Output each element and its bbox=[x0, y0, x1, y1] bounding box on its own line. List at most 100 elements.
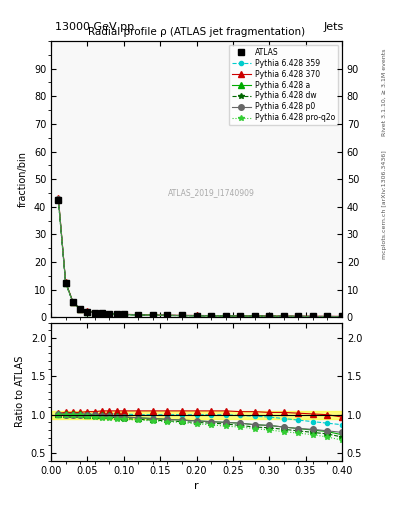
Pythia 6.428 a bbox=[296, 313, 301, 319]
Pythia 6.428 pro-q2o bbox=[325, 313, 330, 319]
Pythia 6.428 370 bbox=[180, 312, 184, 318]
Pythia 6.428 dw bbox=[151, 312, 155, 318]
Y-axis label: fraction/bin: fraction/bin bbox=[18, 151, 28, 207]
Pythia 6.428 370 bbox=[325, 313, 330, 319]
Pythia 6.428 p0 bbox=[296, 313, 301, 319]
Pythia 6.428 370 bbox=[136, 312, 141, 318]
Pythia 6.428 dw bbox=[63, 280, 68, 286]
Pythia 6.428 a bbox=[121, 311, 126, 317]
Pythia 6.428 pro-q2o bbox=[136, 312, 141, 318]
Line: Pythia 6.428 p0: Pythia 6.428 p0 bbox=[55, 196, 345, 319]
Pythia 6.428 359 bbox=[238, 313, 242, 319]
Pythia 6.428 p0 bbox=[114, 311, 119, 317]
Bar bbox=[51, 411, 342, 419]
Pythia 6.428 pro-q2o bbox=[63, 280, 68, 286]
Pythia 6.428 359 bbox=[281, 313, 286, 319]
Pythia 6.428 370 bbox=[194, 312, 199, 318]
Pythia 6.428 370 bbox=[238, 313, 242, 319]
Pythia 6.428 a bbox=[209, 313, 213, 319]
Pythia 6.428 359 bbox=[100, 310, 105, 316]
Pythia 6.428 dw bbox=[121, 311, 126, 317]
Pythia 6.428 dw bbox=[107, 311, 112, 317]
Pythia 6.428 p0 bbox=[165, 312, 170, 318]
Legend: ATLAS, Pythia 6.428 359, Pythia 6.428 370, Pythia 6.428 a, Pythia 6.428 dw, Pyth: ATLAS, Pythia 6.428 359, Pythia 6.428 37… bbox=[229, 45, 338, 125]
Text: 13000 GeV pp: 13000 GeV pp bbox=[55, 22, 134, 32]
Text: mcplots.cern.ch [arXiv:1306.3436]: mcplots.cern.ch [arXiv:1306.3436] bbox=[382, 151, 387, 259]
Pythia 6.428 p0 bbox=[92, 310, 97, 316]
Pythia 6.428 a bbox=[165, 312, 170, 318]
Text: Jets: Jets bbox=[323, 22, 344, 32]
Text: Rivet 3.1.10, ≥ 3.1M events: Rivet 3.1.10, ≥ 3.1M events bbox=[382, 49, 387, 136]
Pythia 6.428 370 bbox=[63, 279, 68, 285]
Pythia 6.428 a bbox=[78, 306, 83, 312]
Pythia 6.428 359 bbox=[325, 313, 330, 319]
Pythia 6.428 p0 bbox=[151, 312, 155, 318]
Pythia 6.428 359 bbox=[165, 312, 170, 318]
Pythia 6.428 a bbox=[194, 313, 199, 319]
Pythia 6.428 pro-q2o bbox=[114, 311, 119, 317]
Pythia 6.428 dw bbox=[180, 312, 184, 318]
Pythia 6.428 359 bbox=[78, 306, 83, 312]
Pythia 6.428 359 bbox=[194, 312, 199, 318]
Pythia 6.428 a bbox=[267, 313, 272, 319]
Pythia 6.428 pro-q2o bbox=[100, 310, 105, 316]
Pythia 6.428 p0 bbox=[310, 313, 315, 319]
Pythia 6.428 pro-q2o bbox=[281, 313, 286, 319]
Pythia 6.428 dw bbox=[209, 313, 213, 319]
Pythia 6.428 pro-q2o bbox=[85, 309, 90, 315]
Pythia 6.428 pro-q2o bbox=[238, 313, 242, 319]
Pythia 6.428 pro-q2o bbox=[107, 311, 112, 317]
Pythia 6.428 pro-q2o bbox=[267, 313, 272, 319]
Title: Radial profile ρ (ATLAS jet fragmentation): Radial profile ρ (ATLAS jet fragmentatio… bbox=[88, 28, 305, 37]
Pythia 6.428 p0 bbox=[267, 313, 272, 319]
Pythia 6.428 a bbox=[85, 309, 90, 315]
Pythia 6.428 a bbox=[252, 313, 257, 319]
Pythia 6.428 359 bbox=[267, 313, 272, 319]
Line: Pythia 6.428 359: Pythia 6.428 359 bbox=[56, 198, 344, 318]
Pythia 6.428 370 bbox=[78, 306, 83, 312]
Pythia 6.428 a bbox=[114, 311, 119, 317]
Pythia 6.428 370 bbox=[340, 313, 344, 319]
Pythia 6.428 370 bbox=[310, 313, 315, 319]
Pythia 6.428 pro-q2o bbox=[121, 311, 126, 317]
Pythia 6.428 dw bbox=[71, 300, 75, 306]
Pythia 6.428 pro-q2o bbox=[340, 314, 344, 320]
Pythia 6.428 pro-q2o bbox=[223, 313, 228, 319]
Pythia 6.428 a bbox=[180, 312, 184, 318]
Pythia 6.428 p0 bbox=[223, 313, 228, 319]
Pythia 6.428 370 bbox=[121, 311, 126, 317]
Pythia 6.428 dw bbox=[194, 313, 199, 319]
Pythia 6.428 359 bbox=[340, 313, 344, 319]
Pythia 6.428 p0 bbox=[100, 310, 105, 316]
Pythia 6.428 a bbox=[92, 310, 97, 316]
Line: Pythia 6.428 370: Pythia 6.428 370 bbox=[55, 195, 345, 319]
Pythia 6.428 dw bbox=[78, 306, 83, 312]
Pythia 6.428 dw bbox=[56, 197, 61, 203]
Pythia 6.428 pro-q2o bbox=[209, 313, 213, 319]
Pythia 6.428 pro-q2o bbox=[180, 312, 184, 318]
Pythia 6.428 370 bbox=[252, 313, 257, 319]
Line: Pythia 6.428 dw: Pythia 6.428 dw bbox=[55, 197, 345, 319]
Pythia 6.428 dw bbox=[85, 309, 90, 315]
Pythia 6.428 pro-q2o bbox=[310, 313, 315, 319]
Pythia 6.428 pro-q2o bbox=[194, 313, 199, 319]
Pythia 6.428 pro-q2o bbox=[71, 300, 75, 306]
Pythia 6.428 a bbox=[56, 196, 61, 202]
Pythia 6.428 370 bbox=[281, 313, 286, 319]
Pythia 6.428 359 bbox=[85, 309, 90, 315]
X-axis label: r: r bbox=[194, 481, 199, 491]
Pythia 6.428 359 bbox=[56, 197, 61, 203]
Line: Pythia 6.428 a: Pythia 6.428 a bbox=[55, 196, 345, 319]
Pythia 6.428 p0 bbox=[71, 299, 75, 305]
Pythia 6.428 359 bbox=[252, 313, 257, 319]
Pythia 6.428 370 bbox=[107, 311, 112, 317]
Pythia 6.428 p0 bbox=[180, 312, 184, 318]
Pythia 6.428 p0 bbox=[56, 196, 61, 202]
Pythia 6.428 pro-q2o bbox=[151, 312, 155, 318]
Pythia 6.428 p0 bbox=[238, 313, 242, 319]
Pythia 6.428 p0 bbox=[85, 309, 90, 315]
Pythia 6.428 a bbox=[107, 311, 112, 317]
Pythia 6.428 370 bbox=[92, 309, 97, 315]
Pythia 6.428 dw bbox=[136, 312, 141, 318]
Pythia 6.428 p0 bbox=[325, 313, 330, 319]
